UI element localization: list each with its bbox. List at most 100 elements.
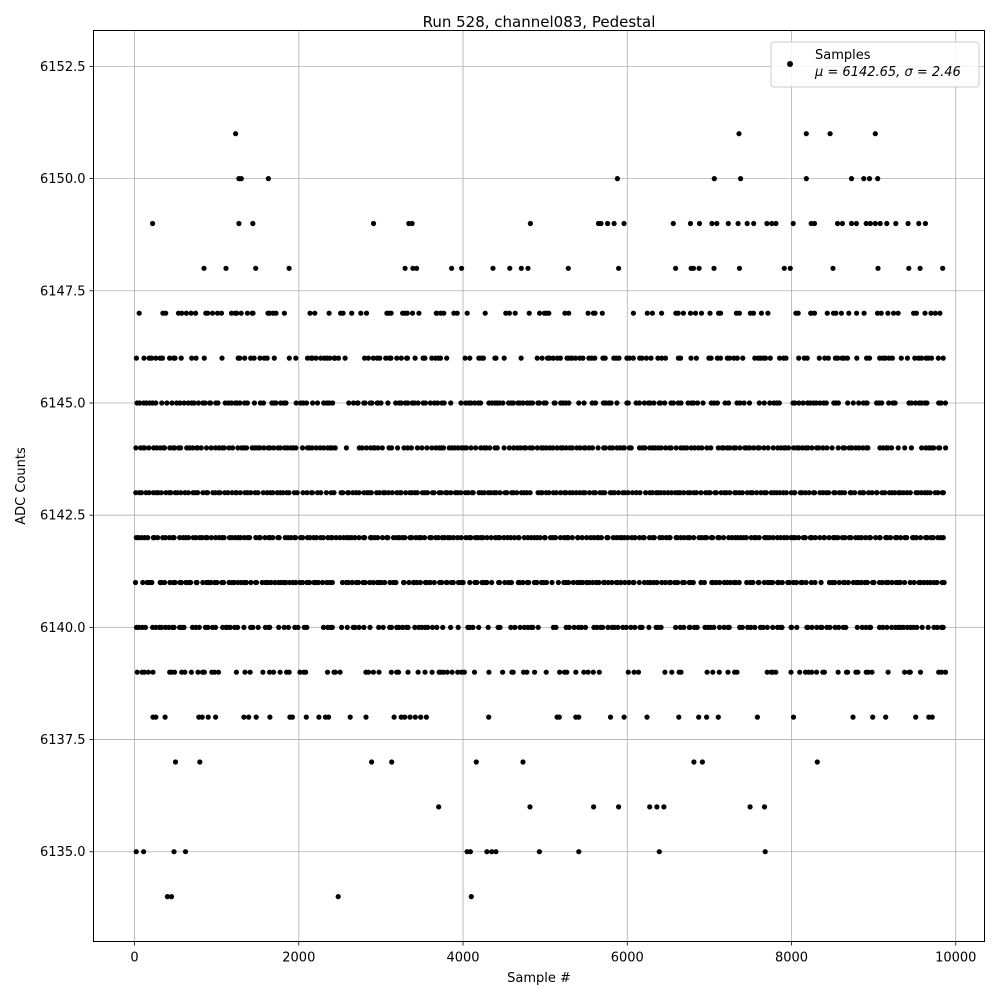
data-point xyxy=(172,669,178,675)
data-point xyxy=(182,849,189,855)
data-point xyxy=(711,624,717,631)
data-point xyxy=(255,490,261,496)
data-point xyxy=(534,445,540,451)
data-point xyxy=(646,624,652,631)
data-point xyxy=(293,535,299,541)
data-point xyxy=(369,759,375,765)
data-point xyxy=(654,804,660,810)
data-point xyxy=(362,400,368,406)
data-point xyxy=(605,624,611,631)
data-point xyxy=(932,310,938,316)
data-point xyxy=(235,624,241,631)
data-point xyxy=(633,490,639,496)
data-point xyxy=(329,535,335,541)
data-point xyxy=(827,131,833,137)
data-point xyxy=(450,535,457,541)
data-point xyxy=(924,400,930,406)
data-point xyxy=(893,220,899,227)
data-point xyxy=(752,624,758,631)
data-point xyxy=(695,400,701,406)
data-point xyxy=(468,535,474,541)
data-point xyxy=(404,355,411,361)
data-point xyxy=(494,445,500,451)
data-point xyxy=(708,445,714,451)
data-point xyxy=(185,490,191,496)
data-point xyxy=(943,445,949,451)
data-point xyxy=(327,355,333,361)
data-point xyxy=(448,400,454,406)
data-point xyxy=(532,669,538,675)
data-point xyxy=(919,624,925,631)
data-point xyxy=(260,400,267,406)
data-point xyxy=(564,669,570,675)
data-point xyxy=(543,669,549,675)
data-point xyxy=(789,624,795,631)
data-point xyxy=(493,355,499,361)
data-point xyxy=(204,535,210,541)
data-point xyxy=(566,310,572,316)
data-point xyxy=(770,624,776,631)
data-point xyxy=(391,714,397,720)
data-point xyxy=(250,220,256,227)
data-point xyxy=(573,669,579,675)
y-tick-label: 6152.5 xyxy=(40,60,86,75)
data-point xyxy=(490,265,496,271)
data-point xyxy=(636,579,642,586)
data-point xyxy=(300,535,306,541)
data-point xyxy=(205,624,211,631)
data-point xyxy=(802,535,808,541)
data-point xyxy=(793,579,800,586)
data-point xyxy=(668,579,674,586)
data-point xyxy=(162,579,168,586)
data-point xyxy=(714,400,721,406)
data-point xyxy=(924,535,930,541)
data-point xyxy=(935,355,941,361)
data-point xyxy=(434,310,440,316)
data-point xyxy=(213,714,219,720)
data-point xyxy=(928,579,934,586)
data-point xyxy=(238,535,244,541)
data-point xyxy=(913,714,919,720)
data-point xyxy=(487,445,493,451)
data-point xyxy=(250,310,256,316)
data-point xyxy=(162,535,169,541)
data-point xyxy=(167,355,173,361)
data-point xyxy=(153,714,159,720)
data-point xyxy=(602,445,609,451)
data-point xyxy=(324,669,331,675)
data-point xyxy=(226,445,232,451)
x-tick-label: 6000 xyxy=(611,951,644,966)
data-point xyxy=(867,355,873,361)
data-point xyxy=(673,445,679,451)
data-point xyxy=(238,176,244,182)
data-point xyxy=(195,400,202,406)
data-point xyxy=(310,400,316,406)
data-point xyxy=(260,669,266,675)
data-point xyxy=(455,624,461,631)
data-point xyxy=(516,535,522,541)
data-point xyxy=(277,669,283,675)
data-point xyxy=(632,535,638,541)
data-point xyxy=(484,849,490,855)
data-point xyxy=(922,310,928,316)
y-tick-label: 6137.5 xyxy=(40,733,86,748)
data-point xyxy=(764,624,770,631)
data-point xyxy=(776,400,782,406)
data-point xyxy=(900,624,907,631)
data-point xyxy=(658,624,664,631)
data-point xyxy=(237,355,243,361)
data-point xyxy=(836,624,842,631)
data-point xyxy=(895,310,901,316)
data-point xyxy=(178,490,184,496)
data-point xyxy=(500,400,506,406)
data-point xyxy=(691,535,697,541)
data-point xyxy=(765,445,771,451)
data-point xyxy=(796,400,802,406)
data-point xyxy=(754,714,761,720)
data-point xyxy=(566,624,572,631)
legend-box xyxy=(770,41,980,88)
data-point xyxy=(389,759,395,765)
data-point xyxy=(177,400,183,406)
data-point xyxy=(178,445,184,451)
data-point xyxy=(850,400,856,406)
